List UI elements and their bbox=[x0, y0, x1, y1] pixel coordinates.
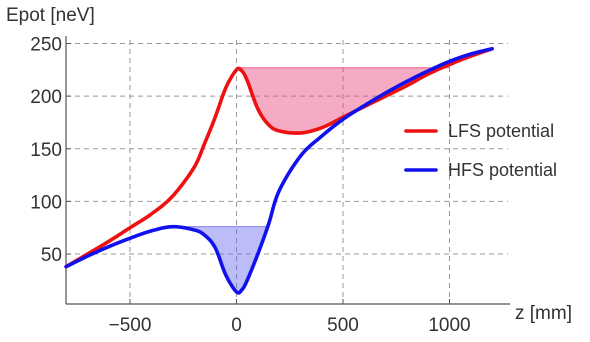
tick-labels: −500 0 500 1000 50 100 150 200 250 bbox=[30, 35, 470, 337]
x-tick-label: 0 bbox=[231, 315, 242, 336]
y-tick-label: 200 bbox=[30, 87, 62, 108]
x-tick-label: 500 bbox=[327, 315, 359, 336]
legend-label: HFS potential bbox=[448, 160, 557, 180]
filled-regions bbox=[172, 67, 450, 294]
series-lines bbox=[64, 46, 494, 295]
legend: LFS potential HFS potential bbox=[404, 121, 557, 180]
y-axis-title: Epot [neV] bbox=[6, 5, 95, 26]
y-tick-label: 100 bbox=[30, 192, 62, 213]
y-tick-label: 150 bbox=[30, 140, 62, 161]
series-line-lfs bbox=[64, 46, 494, 269]
x-axis-title: z [mm] bbox=[515, 303, 572, 324]
legend-label: LFS potential bbox=[448, 121, 554, 141]
x-tick-label: 1000 bbox=[428, 315, 470, 336]
series-line-hfs bbox=[64, 46, 494, 295]
y-tick-label: 50 bbox=[41, 245, 62, 266]
y-tick-label: 250 bbox=[30, 35, 62, 56]
axes bbox=[65, 36, 510, 305]
x-tick-label: −500 bbox=[109, 315, 152, 336]
grid bbox=[66, 40, 508, 304]
